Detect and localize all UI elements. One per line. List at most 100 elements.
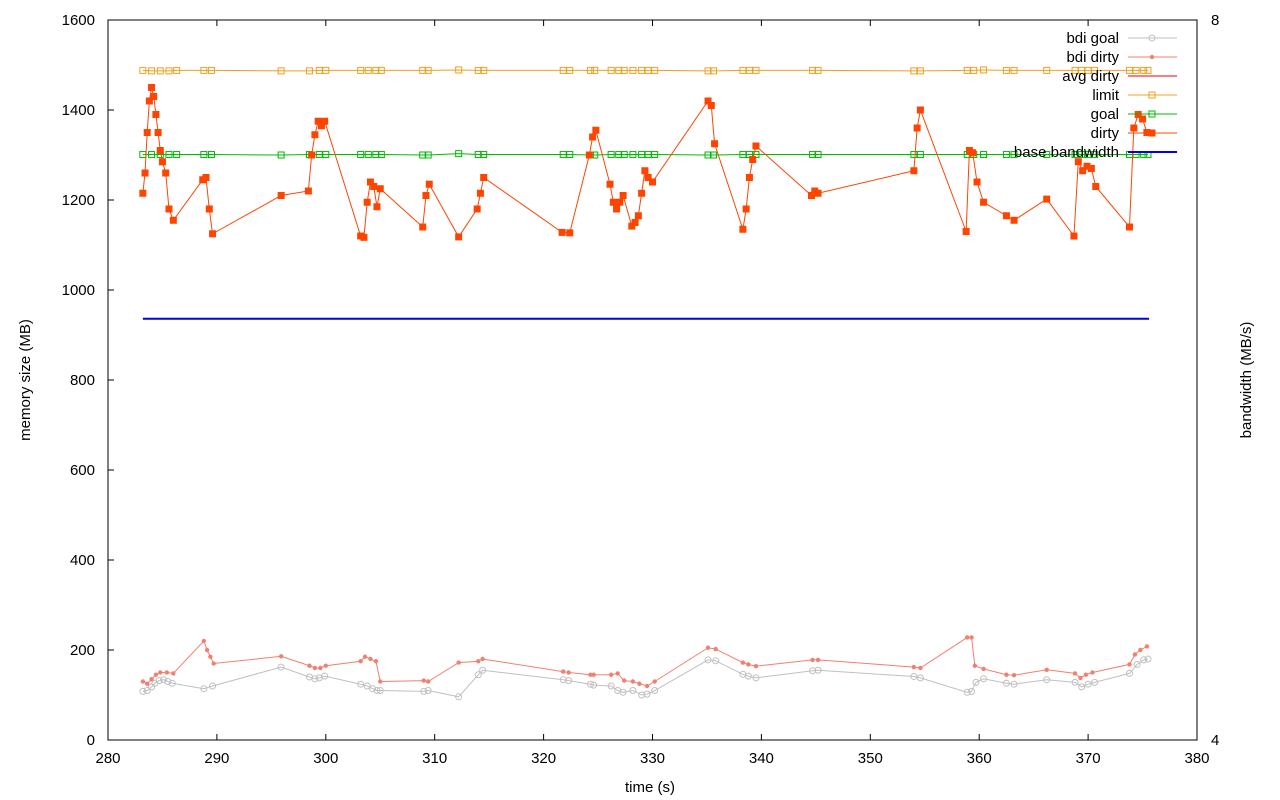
- data-point-dirty: [962, 228, 970, 235]
- data-point-bdi-goal: [643, 690, 651, 698]
- data-point-bdi-goal: [968, 687, 976, 695]
- data-point-bdi-dirty: [566, 670, 571, 675]
- data-point-dirty: [616, 198, 624, 206]
- data-point-dirty: [707, 102, 715, 109]
- data-point-limit: [638, 66, 646, 74]
- data-point-dirty: [422, 192, 430, 199]
- data-point-limit: [629, 66, 637, 74]
- data-point-dirty: [1070, 232, 1078, 240]
- data-point-limit: [620, 66, 628, 74]
- data-point-dirty: [476, 189, 484, 197]
- data-point-goal: [315, 151, 323, 159]
- data-point-goal: [372, 151, 380, 159]
- data-point-bdi-dirty: [323, 663, 328, 668]
- data-point-goal: [474, 151, 482, 159]
- data-point-bdi-goal: [474, 671, 482, 679]
- data-point-limit: [607, 66, 615, 74]
- data-point-limit: [305, 67, 313, 75]
- data-point-goal: [607, 151, 615, 159]
- data-point-bdi-goal: [1125, 669, 1133, 677]
- data-point-limit: [1043, 66, 1051, 74]
- data-point-bdi-goal: [916, 674, 924, 682]
- data-point-bdi-dirty: [201, 638, 207, 644]
- data-point-limit: [709, 67, 717, 75]
- data-point-dirty: [609, 198, 617, 206]
- data-point-goal: [200, 151, 208, 159]
- data-point-limit: [1144, 66, 1152, 74]
- data-point-limit: [559, 66, 567, 74]
- y2-tick-label: 4: [1211, 732, 1219, 749]
- data-point-dirty: [910, 167, 918, 175]
- data-point-bdi-dirty: [1078, 675, 1083, 681]
- data-point-limit: [1091, 66, 1099, 74]
- data-point-dirty: [480, 174, 488, 181]
- data-point-goal: [980, 151, 988, 159]
- data-point-bdi-dirty: [278, 654, 284, 659]
- data-point-dirty: [1087, 165, 1095, 172]
- data-point-dirty: [1083, 162, 1091, 170]
- data-point-bdi-goal: [369, 685, 377, 693]
- data-point-bdi-goal: [363, 682, 371, 690]
- x-tick-label: 340: [749, 750, 774, 767]
- data-point-limit: [910, 67, 918, 75]
- data-point-dirty: [711, 140, 719, 148]
- series-line-dirty: [142, 87, 1148, 239]
- data-point-bdi-goal: [1002, 679, 1010, 687]
- data-point-limit: [357, 66, 365, 74]
- data-point-limit: [644, 66, 652, 74]
- series-line-bdi-dirty: [142, 636, 1148, 687]
- data-point-dirty: [1043, 195, 1051, 203]
- data-point-dirty: [913, 124, 921, 132]
- data-point-goal: [1002, 151, 1010, 159]
- data-point-limit: [586, 66, 594, 74]
- data-point-limit: [1132, 66, 1140, 74]
- data-point-bdi-goal: [420, 687, 428, 695]
- data-point-bdi-dirty: [480, 656, 485, 662]
- data-point-bdi-goal: [1078, 683, 1086, 691]
- data-point-goal: [615, 151, 623, 159]
- data-point-bdi-goal: [160, 676, 168, 684]
- data-point-bdi-goal: [586, 680, 594, 688]
- data-point-limit: [372, 66, 380, 74]
- data-point-bdi-goal: [980, 675, 988, 683]
- data-point-bdi-dirty: [911, 664, 917, 670]
- data-point-limit: [963, 66, 971, 74]
- data-point-bdi-dirty: [561, 669, 566, 674]
- x-tick-label: 300: [313, 750, 338, 767]
- data-point-dirty: [366, 178, 374, 186]
- data-point-goal: [709, 151, 717, 159]
- data-point-dirty: [363, 198, 371, 206]
- data-point-goal: [207, 151, 215, 159]
- data-point-goal: [1043, 151, 1051, 159]
- data-point-bdi-goal: [629, 687, 637, 694]
- data-point-bdi-goal: [321, 672, 329, 680]
- data-point-dirty: [360, 233, 368, 241]
- data-point-dirty: [455, 233, 463, 241]
- data-point-bdi-goal: [963, 688, 971, 696]
- data-point-bdi-goal: [164, 678, 172, 685]
- data-point-limit: [704, 67, 712, 75]
- data-point-bdi-dirty: [637, 681, 642, 686]
- data-point-dirty: [742, 205, 750, 213]
- data-point-bdi-dirty: [621, 678, 627, 683]
- y-tick-label: 1200: [62, 192, 95, 209]
- data-point-dirty: [376, 185, 384, 193]
- data-point-bdi-goal: [200, 685, 208, 693]
- data-point-dirty: [613, 205, 621, 213]
- data-point-goal: [620, 151, 628, 159]
- data-point-dirty: [141, 169, 149, 177]
- data-point-dirty: [606, 180, 614, 188]
- data-point-dirty: [749, 156, 757, 163]
- data-point-bdi-goal: [1133, 660, 1141, 668]
- data-point-limit: [322, 66, 330, 74]
- data-point-bdi-dirty: [1144, 644, 1150, 649]
- data-point-dirty: [425, 180, 433, 188]
- data-point-dirty: [638, 189, 646, 197]
- data-point-goal: [173, 151, 181, 159]
- data-point-goal: [644, 151, 652, 159]
- data-point-limit: [739, 66, 747, 74]
- data-point-bdi-goal: [565, 677, 573, 685]
- x-tick-label: 380: [1184, 750, 1209, 767]
- x-tick-label: 360: [967, 750, 992, 767]
- data-point-bdi-goal: [712, 657, 720, 665]
